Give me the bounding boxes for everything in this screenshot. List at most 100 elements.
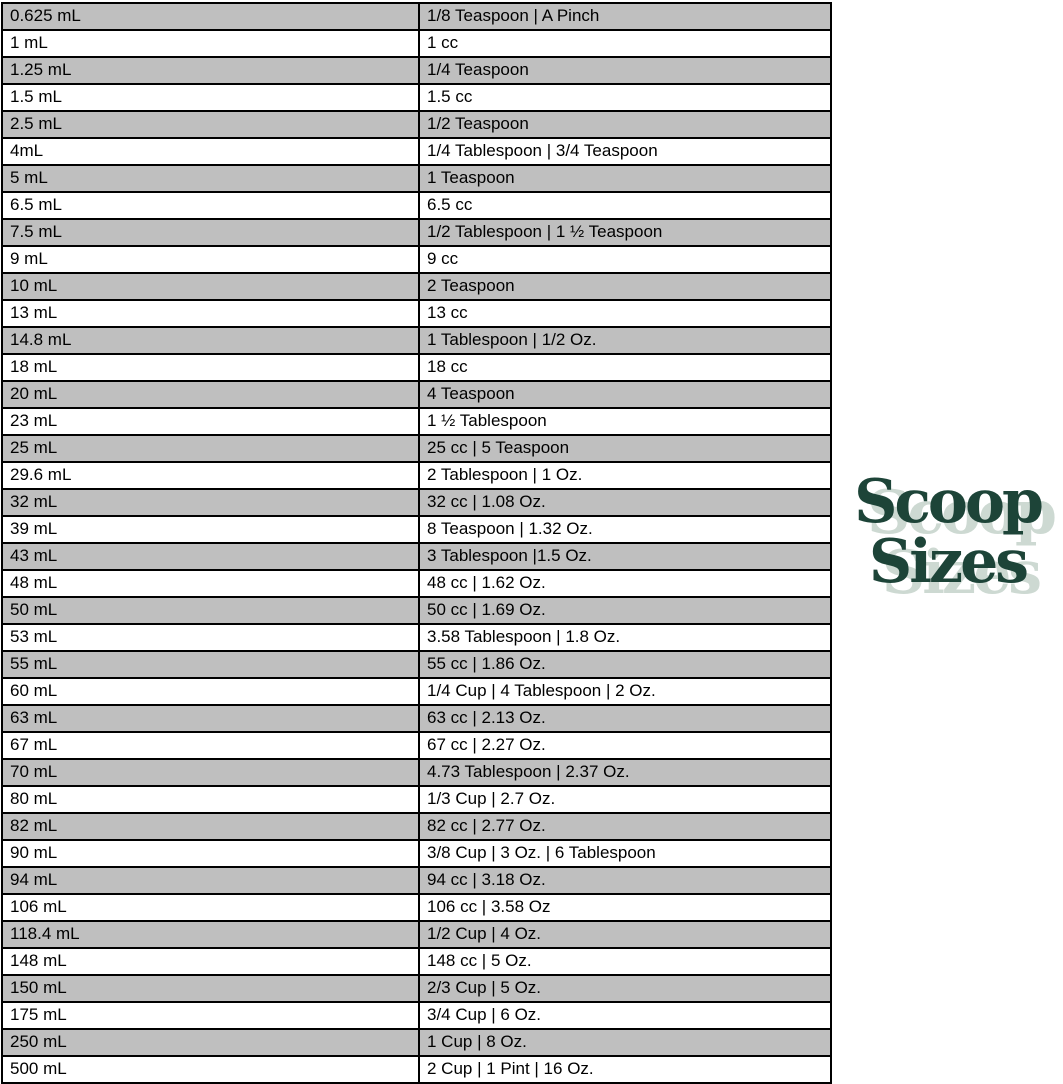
- ml-cell: 1.5 mL: [3, 85, 420, 110]
- ml-cell: 6.5 mL: [3, 193, 420, 218]
- table-row: 10 mL 2 Teaspoon: [3, 274, 830, 301]
- logo-line-2: Sizes: [868, 527, 1029, 597]
- conversion-cell: 4.73 Tablespoon | 2.37 Oz.: [427, 762, 630, 781]
- table-row: 148 mL 148 cc | 5 Oz.: [3, 949, 830, 976]
- ml-cell: 29.6 mL: [3, 463, 420, 488]
- conversion-cell: 8 Teaspoon | 1.32 Oz.: [427, 519, 593, 538]
- conversion-cell: 63 cc | 2.13 Oz.: [427, 708, 546, 727]
- table-row: 1.25 mL 1/4 Teaspoon: [3, 58, 830, 85]
- conversion-cell: 1 Teaspoon: [427, 168, 515, 187]
- logo-line-1: Scoop: [854, 467, 1044, 537]
- conversion-cell: 1 Cup | 8 Oz.: [427, 1032, 527, 1051]
- table-row: 175 mL 3/4 Cup | 6 Oz.: [3, 1003, 830, 1030]
- conversion-cell: 2/3 Cup | 5 Oz.: [427, 978, 542, 997]
- ml-cell: 9 mL: [3, 247, 420, 272]
- conversion-cell: 1 ½ Tablespoon: [427, 411, 547, 430]
- conversion-cell: 106 cc | 3.58 Oz: [427, 897, 551, 916]
- conversion-cell: 3.58 Tablespoon | 1.8 Oz.: [427, 627, 621, 646]
- conversion-cell: 1/4 Cup | 4 Tablespoon | 2 Oz.: [427, 681, 656, 700]
- conversion-cell: 94 cc | 3.18 Oz.: [427, 870, 546, 889]
- conversion-cell: 13 cc: [427, 303, 468, 322]
- ml-cell: 32 mL: [3, 490, 420, 515]
- scoop-conversion-table: 0.625 mL 1/8 Teaspoon | A Pinch 1 mL 1 c…: [1, 2, 832, 1084]
- ml-cell: 0.625 mL: [3, 4, 420, 29]
- conversion-cell: 1/2 Cup | 4 Oz.: [427, 924, 542, 943]
- table-row: 39 mL 8 Teaspoon | 1.32 Oz.: [3, 517, 830, 544]
- conversion-cell: 2 Teaspoon: [427, 276, 515, 295]
- ml-cell: 18 mL: [3, 355, 420, 380]
- conversion-cell: 55 cc | 1.86 Oz.: [427, 654, 546, 673]
- conversion-cell: 148 cc | 5 Oz.: [427, 951, 532, 970]
- table-row: 118.4 mL 1/2 Cup | 4 Oz.: [3, 922, 830, 949]
- ml-cell: 39 mL: [3, 517, 420, 542]
- ml-cell: 94 mL: [3, 868, 420, 893]
- conversion-cell: 1/2 Teaspoon: [427, 114, 529, 133]
- ml-cell: 63 mL: [3, 706, 420, 731]
- conversion-cell: 1.5 cc: [427, 87, 473, 106]
- conversion-cell: 2 Cup | 1 Pint | 16 Oz.: [427, 1059, 594, 1078]
- table-row: 43 mL 3 Tablespoon |1.5 Oz.: [3, 544, 830, 571]
- ml-cell: 25 mL: [3, 436, 420, 461]
- ml-cell: 148 mL: [3, 949, 420, 974]
- ml-cell: 500 mL: [3, 1057, 420, 1082]
- ml-cell: 118.4 mL: [3, 922, 420, 947]
- ml-cell: 55 mL: [3, 652, 420, 677]
- conversion-cell: 32 cc | 1.08 Oz.: [427, 492, 546, 511]
- table-row: 32 mL 32 cc | 1.08 Oz.: [3, 490, 830, 517]
- table-row: 5 mL 1 Teaspoon: [3, 166, 830, 193]
- table-row: 29.6 mL 2 Tablespoon | 1 Oz.: [3, 463, 830, 490]
- ml-cell: 1 mL: [3, 31, 420, 56]
- ml-cell: 7.5 mL: [3, 220, 420, 245]
- table-row: 94 mL 94 cc | 3.18 Oz.: [3, 868, 830, 895]
- table-row: 23 mL 1 ½ Tablespoon: [3, 409, 830, 436]
- conversion-cell: 3/4 Cup | 6 Oz.: [427, 1005, 542, 1024]
- ml-cell: 106 mL: [3, 895, 420, 920]
- conversion-cell: 50 cc | 1.69 Oz.: [427, 600, 546, 619]
- ml-cell: 13 mL: [3, 301, 420, 326]
- ml-cell: 43 mL: [3, 544, 420, 569]
- conversion-cell: 3/8 Cup | 3 Oz. | 6 Tablespoon: [427, 843, 656, 862]
- ml-cell: 250 mL: [3, 1030, 420, 1055]
- table-row: 1.5 mL 1.5 cc: [3, 85, 830, 112]
- conversion-cell: 67 cc | 2.27 Oz.: [427, 735, 546, 754]
- ml-cell: 175 mL: [3, 1003, 420, 1028]
- ml-cell: 70 mL: [3, 760, 420, 785]
- ml-cell: 2.5 mL: [3, 112, 420, 137]
- ml-cell: 82 mL: [3, 814, 420, 839]
- table-row: 250 mL 1 Cup | 8 Oz.: [3, 1030, 830, 1057]
- table-row: 90 mL 3/8 Cup | 3 Oz. | 6 Tablespoon: [3, 841, 830, 868]
- conversion-cell: 1/8 Teaspoon | A Pinch: [427, 6, 600, 25]
- table-row: 80 mL 1/3 Cup | 2.7 Oz.: [3, 787, 830, 814]
- conversion-cell: 1/2 Tablespoon | 1 ½ Teaspoon: [427, 222, 663, 241]
- table-row: 82 mL 82 cc | 2.77 Oz.: [3, 814, 830, 841]
- ml-cell: 90 mL: [3, 841, 420, 866]
- conversion-cell: 25 cc | 5 Teaspoon: [427, 438, 570, 457]
- table-row: 2.5 mL 1/2 Teaspoon: [3, 112, 830, 139]
- conversion-cell: 3 Tablespoon |1.5 Oz.: [427, 546, 592, 565]
- table-row: 150 mL 2/3 Cup | 5 Oz.: [3, 976, 830, 1003]
- ml-cell: 1.25 mL: [3, 58, 420, 83]
- table-row: 0.625 mL 1/8 Teaspoon | A Pinch: [3, 4, 830, 31]
- scoop-sizes-logo: Scoop Sizes: [832, 472, 1063, 592]
- table-row: 50 mL 50 cc | 1.69 Oz.: [3, 598, 830, 625]
- table-row: 6.5 mL 6.5 cc: [3, 193, 830, 220]
- ml-cell: 14.8 mL: [3, 328, 420, 353]
- ml-cell: 150 mL: [3, 976, 420, 1001]
- ml-cell: 80 mL: [3, 787, 420, 812]
- table-row: 48 mL 48 cc | 1.62 Oz.: [3, 571, 830, 598]
- ml-cell: 50 mL: [3, 598, 420, 623]
- table-row: 70 mL 4.73 Tablespoon | 2.37 Oz.: [3, 760, 830, 787]
- table-row: 18 mL 18 cc: [3, 355, 830, 382]
- conversion-cell: 1/4 Tablespoon | 3/4 Teaspoon: [427, 141, 658, 160]
- table-row: 63 mL 63 cc | 2.13 Oz.: [3, 706, 830, 733]
- table-row: 60 mL 1/4 Cup | 4 Tablespoon | 2 Oz.: [3, 679, 830, 706]
- ml-cell: 48 mL: [3, 571, 420, 596]
- conversion-cell: 1 Tablespoon | 1/2 Oz.: [427, 330, 597, 349]
- conversion-cell: 9 cc: [427, 249, 459, 268]
- conversion-cell: 82 cc | 2.77 Oz.: [427, 816, 546, 835]
- conversion-cell: 1/4 Teaspoon: [427, 60, 529, 79]
- table-row: 20 mL 4 Teaspoon: [3, 382, 830, 409]
- table-row: 9 mL 9 cc: [3, 247, 830, 274]
- ml-cell: 10 mL: [3, 274, 420, 299]
- conversion-cell: 1 cc: [427, 33, 459, 52]
